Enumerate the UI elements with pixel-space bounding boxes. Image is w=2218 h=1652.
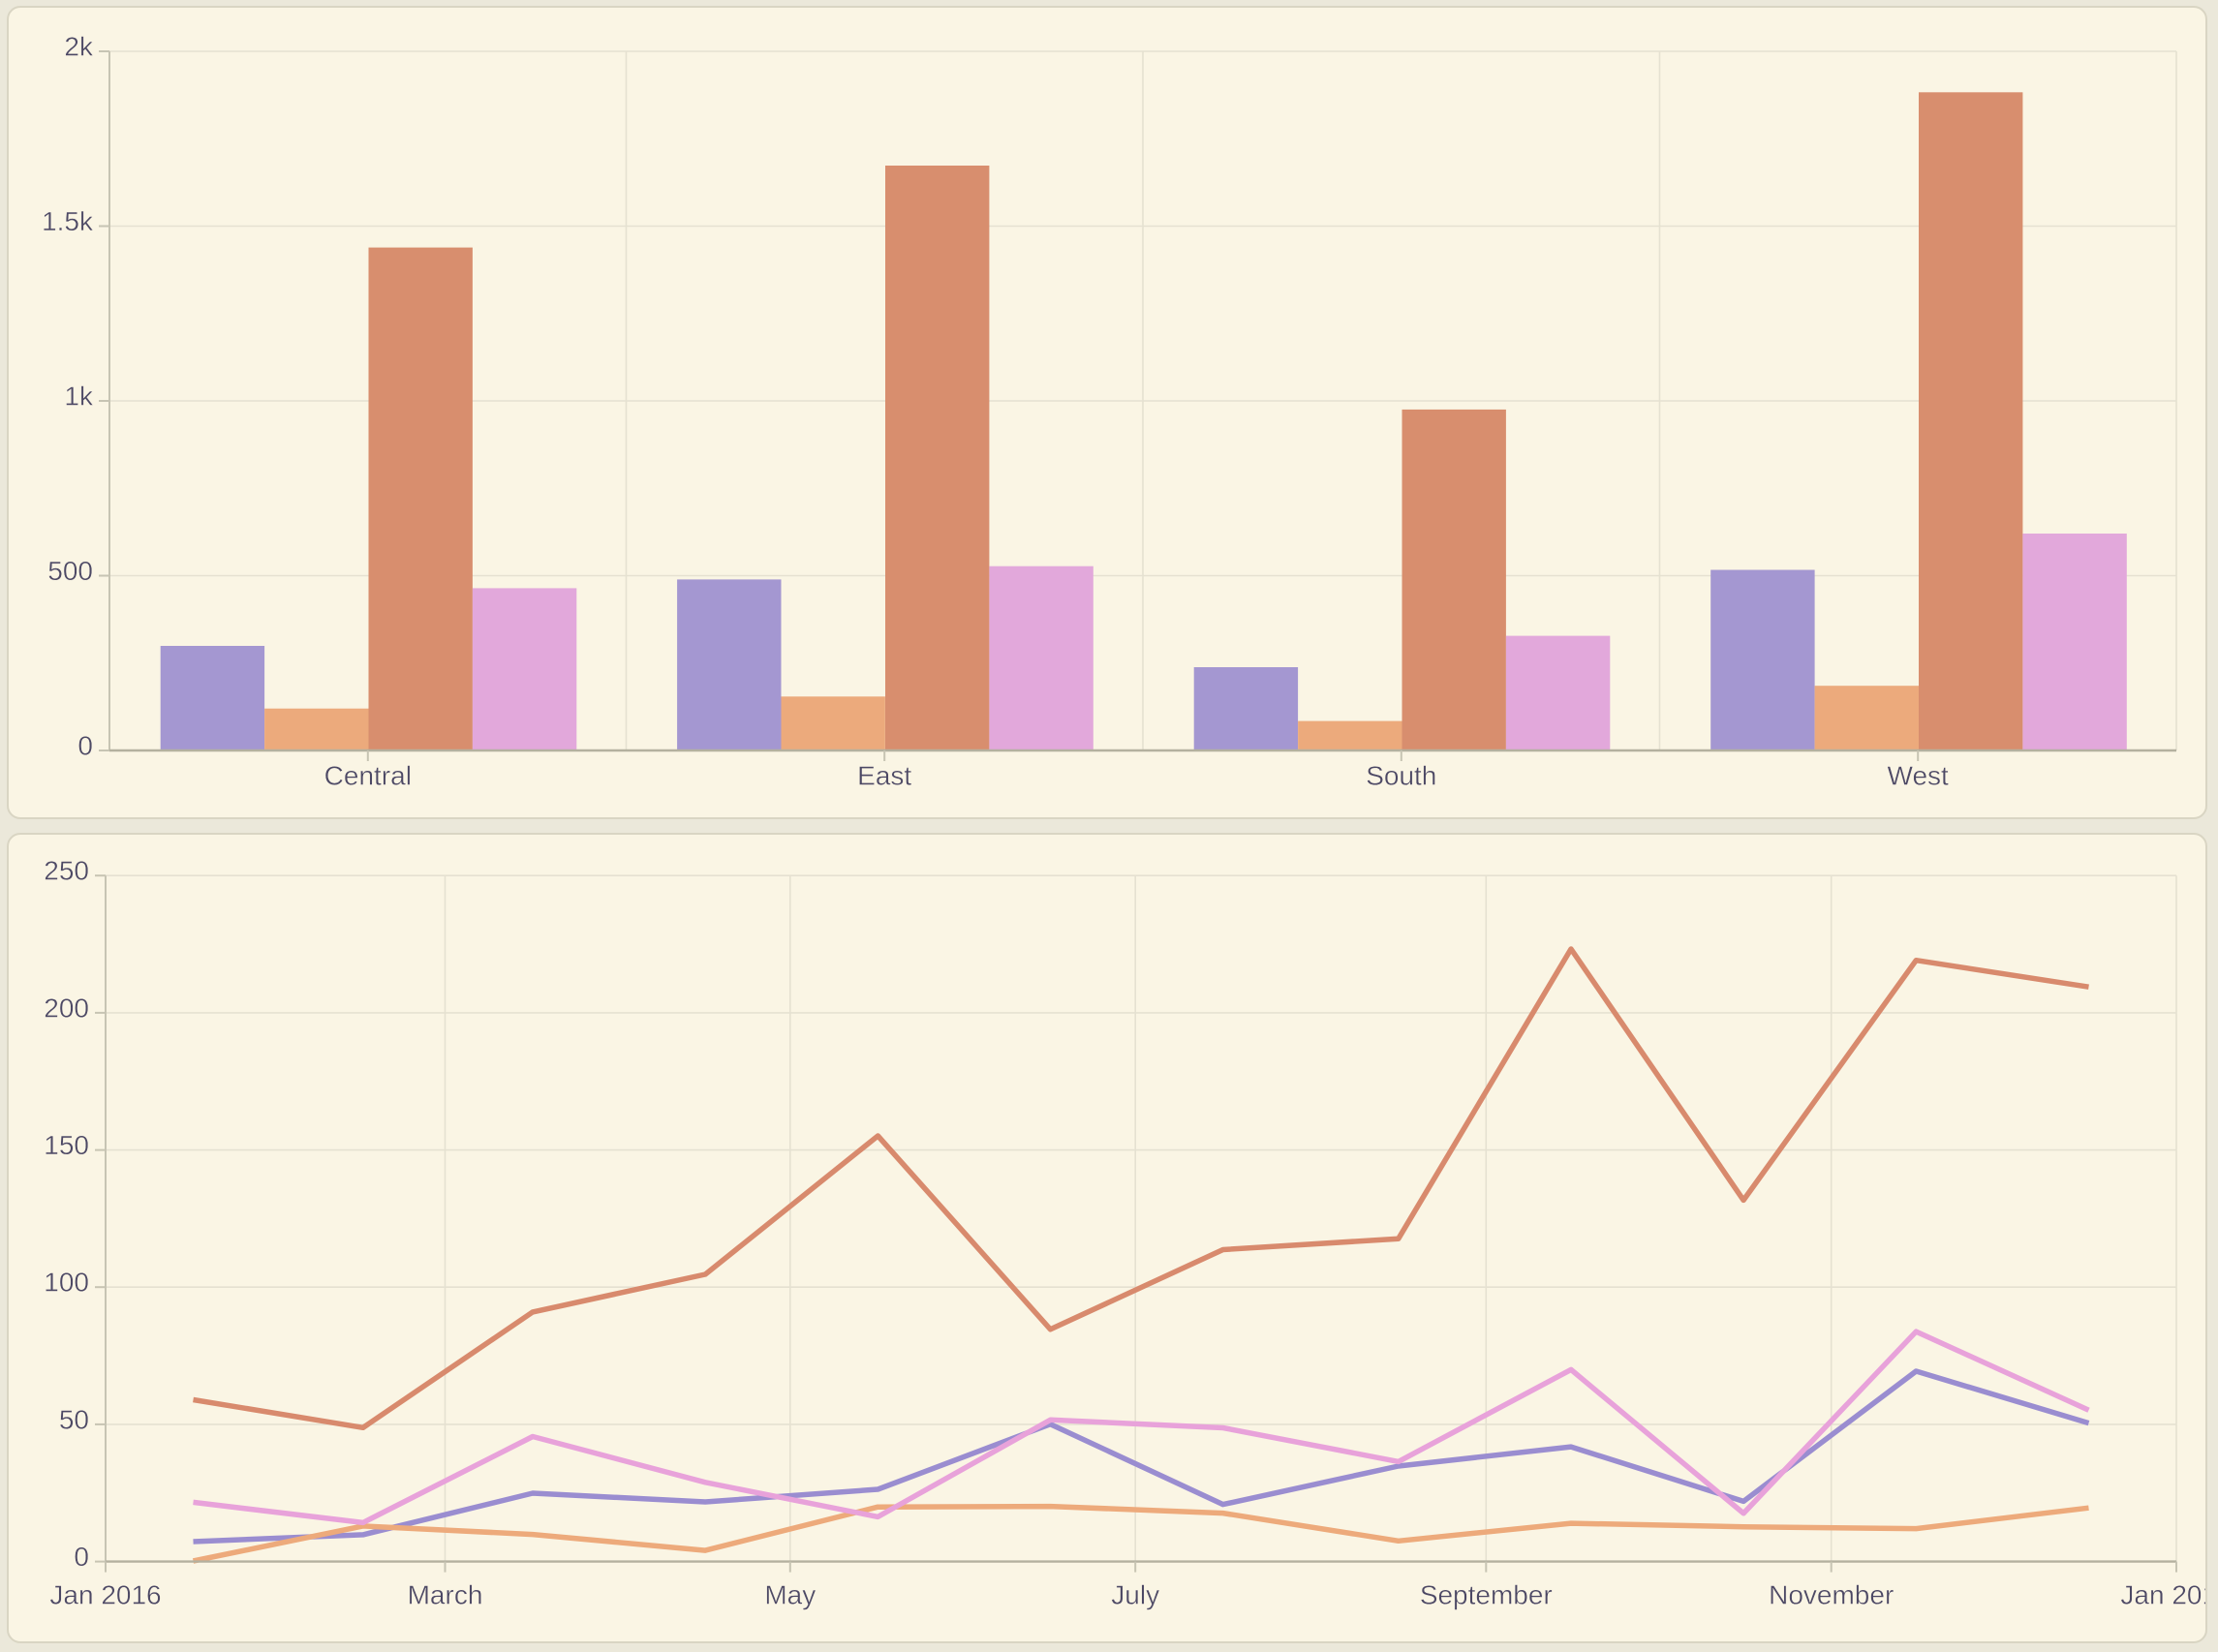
svg-text:100: 100 [44,1268,89,1298]
svg-text:May: May [764,1580,816,1610]
svg-text:July: July [1111,1580,1159,1610]
svg-text:2k: 2k [64,32,94,62]
svg-text:November: November [1769,1580,1894,1610]
svg-text:1.5k: 1.5k [42,206,94,236]
svg-text:Jan 2017: Jan 2017 [2120,1580,2205,1610]
svg-text:Central: Central [324,761,412,791]
svg-text:March: March [408,1580,483,1610]
svg-text:500: 500 [47,556,93,586]
svg-text:West: West [1888,761,1949,791]
svg-text:September: September [1420,1580,1553,1610]
svg-text:50: 50 [59,1404,89,1434]
svg-text:1k: 1k [64,382,94,412]
svg-text:250: 250 [44,856,89,886]
svg-text:0: 0 [74,1542,89,1572]
svg-text:0: 0 [77,731,93,761]
svg-text:200: 200 [44,993,89,1023]
svg-text:South: South [1366,761,1436,791]
svg-text:150: 150 [44,1130,89,1160]
svg-text:East: East [857,761,911,791]
svg-text:Jan 2016: Jan 2016 [49,1580,161,1610]
